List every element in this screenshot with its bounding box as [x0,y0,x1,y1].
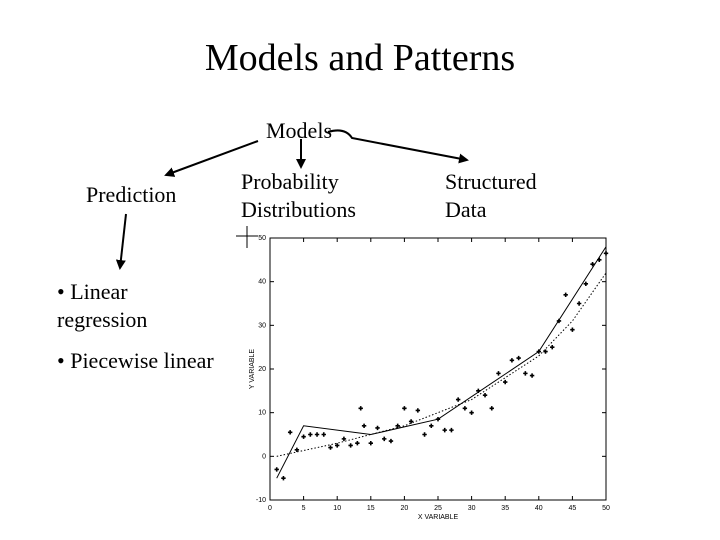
data-point [576,301,582,306]
data-point [375,425,380,431]
data-point [543,349,548,354]
data-point [536,349,541,354]
data-point [368,441,373,446]
y-tick-label: 40 [258,279,266,286]
data-point [509,358,515,363]
bullet-line2: regression [57,307,148,332]
data-point [583,281,589,287]
x-tick-label: 25 [434,505,442,512]
data-point [308,432,313,437]
x-tick-label: 20 [401,505,409,512]
data-point [274,467,279,472]
y-tick-label: 50 [258,235,266,242]
data-point [361,423,367,428]
data-point [281,475,286,481]
x-tick-label: 35 [501,505,509,512]
data-point [294,447,300,452]
data-point [435,417,441,422]
probability-label-line1: Probability [241,169,339,194]
y-tick-label: 30 [258,322,266,329]
arrow-to-structured [327,129,469,164]
data-point [550,344,555,350]
arrow-to-prediction [164,140,259,177]
data-point [402,406,407,411]
data-point [516,355,521,361]
x-tick-label: 5 [302,505,306,512]
structured-label-line1: Structured [445,169,537,194]
data-point [408,419,414,424]
data-point [482,393,488,398]
plot-fit-lines [276,246,607,479]
data-point [321,432,326,437]
data-point [449,427,454,433]
probability-node-label: Probability Distributions [241,168,356,224]
prediction-node-label: Prediction [86,182,177,207]
x-tick-label: 40 [535,505,543,512]
piecewise-fit-line [276,246,607,479]
data-point [335,443,340,448]
data-point [529,373,535,378]
data-point [358,406,363,411]
data-point [314,432,320,437]
structured-label-line2: Data [445,197,487,222]
data-point [603,251,609,256]
data-point [388,438,394,444]
data-point [523,371,528,376]
bullet-piecewise-linear: • Piecewise linear [57,348,214,373]
data-point [382,436,387,442]
data-point [556,318,562,324]
data-point [462,406,468,411]
x-tick-label: 0 [268,505,272,512]
bullet-line1: • Linear [57,279,128,304]
x-tick-label: 15 [367,505,375,512]
data-point [341,436,347,442]
data-point [496,371,501,376]
data-point [442,427,447,433]
data-point [429,423,434,428]
x-tick-label: 30 [468,505,476,512]
data-point [503,379,508,385]
page-title: Models and Patterns [204,37,516,79]
x-tick-label: 45 [569,505,577,512]
plot-frame [269,237,607,501]
data-point [590,262,595,267]
data-point [422,432,427,437]
data-point [348,443,353,448]
y-tick-label: 0 [262,453,266,460]
data-point [469,410,474,415]
data-point [570,327,575,332]
x-axis-label: X VARIABLE [418,514,459,521]
x-tick-label: 10 [333,505,341,512]
data-point [476,388,481,394]
data-point [395,423,400,428]
data-point [328,445,333,450]
data-point [415,408,421,413]
bullet-linear-regression: • Linear regression [57,278,147,334]
data-point [489,406,494,411]
smooth-fit-line [276,272,607,457]
data-point [455,397,461,402]
data-point [563,292,568,297]
data-point [301,434,306,439]
x-tick-label: 50 [602,505,610,512]
root-node-label: Models [266,118,332,143]
probability-label-line2: Distributions [241,197,356,222]
structured-node-label: Structured Data [445,168,537,224]
data-point [597,257,602,263]
y-axis-label: Y VARIABLE [249,349,256,390]
y-tick-label: 20 [258,366,266,373]
data-point [287,430,293,435]
data-point [355,441,360,446]
plot-points [274,251,609,481]
y-tick-label: 10 [258,410,266,417]
y-tick-label: -10 [256,497,266,504]
arrow-to-bullets [115,213,127,270]
